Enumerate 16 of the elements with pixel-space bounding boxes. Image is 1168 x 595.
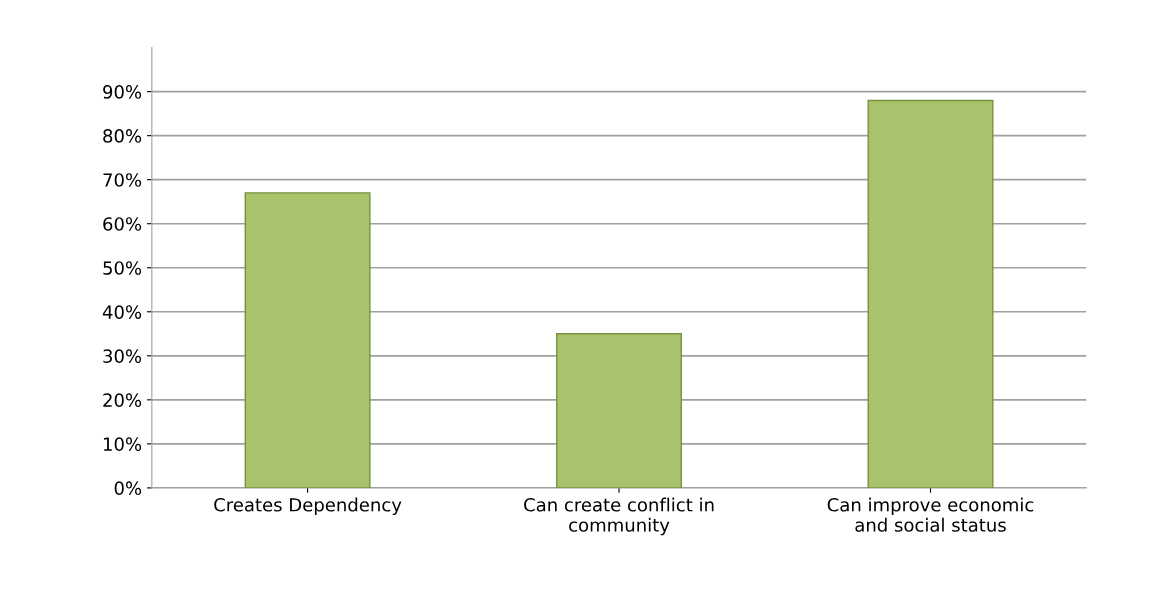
x-tick-label: Creates Dependency	[214, 497, 402, 516]
y-tick-label: 0%	[114, 481, 142, 496]
y-tick-label: 60%	[103, 217, 142, 231]
bar	[556, 333, 683, 488]
bar	[244, 192, 371, 488]
y-tick-label: 40%	[102, 305, 142, 319]
y-tick-label: 10%	[103, 437, 142, 451]
y-tick-label: 20%	[103, 393, 142, 407]
y-tick-label: 90%	[103, 85, 142, 99]
x-tick-label: Can create conflict in community	[524, 497, 714, 536]
y-tick-label: 80%	[103, 129, 142, 143]
y-tick-label: 30%	[103, 349, 142, 363]
bar	[867, 99, 994, 488]
y-tick-label: 70%	[103, 173, 142, 187]
x-tick-label: Can improve economic and social status	[827, 497, 1034, 532]
y-tick-label: 50%	[103, 261, 142, 275]
